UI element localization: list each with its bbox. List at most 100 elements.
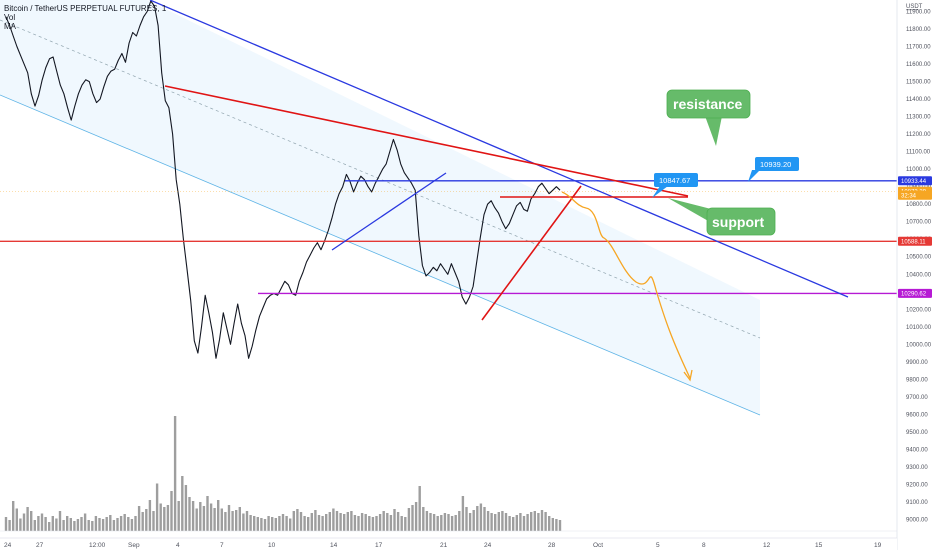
volume-bar: [19, 518, 22, 531]
resistance-callout: [666, 89, 751, 119]
volume-bar: [332, 508, 335, 531]
price-tick-label: 11700.00: [906, 45, 931, 51]
volume-bar: [414, 502, 418, 531]
red-rising-trendline: [481, 185, 582, 321]
volume-bar: [461, 496, 465, 531]
price-tag-10939-text: 10939.20: [760, 160, 791, 169]
volume-bar: [134, 516, 137, 531]
volume-bar: [317, 515, 321, 531]
time-tick-label: 7: [220, 542, 224, 549]
price-tick-label: 10500.00: [906, 255, 932, 261]
volume-bar: [22, 513, 26, 531]
volume-bar: [274, 518, 277, 531]
volume-bar: [429, 513, 432, 531]
time-tick-label: 21: [440, 542, 448, 549]
volume-bar: [44, 517, 47, 531]
symbol-title[interactable]: Bitcoin / TetherUS PERPETUAL FUTURES, 1: [4, 4, 167, 13]
volume-bar: [382, 511, 385, 531]
volume-bar: [368, 516, 371, 531]
volume-bar: [364, 514, 367, 531]
volume-bar: [15, 508, 18, 531]
time-tick-label: 8: [702, 542, 706, 549]
support-callout: [706, 207, 776, 236]
volume-bar: [468, 513, 472, 531]
volume-bar: [130, 519, 134, 531]
volume-bar: [285, 516, 288, 531]
price-tick-label: 9800.00: [906, 377, 928, 383]
axis-price-tag-text: 32:34: [901, 193, 917, 199]
price-axis[interactable]: 11900.00 11800.00 11700.00 11600.00 11500.00…: [896, 0, 932, 550]
axis-price-tag: [898, 288, 932, 298]
volume-bar: [206, 496, 209, 531]
price-tick-label: 9500.00: [906, 430, 928, 436]
volume-bar: [321, 516, 324, 531]
price-tick-label: 9000.00: [906, 518, 928, 524]
volume-bar: [191, 501, 195, 531]
volume-bar: [253, 516, 256, 531]
volume-bar: [307, 517, 310, 531]
volume-bar: [515, 515, 518, 531]
volume-bar: [400, 516, 403, 531]
volume-bar: [91, 521, 94, 531]
volume-bar: [37, 516, 40, 531]
volume-bar: [101, 519, 105, 531]
ma-label[interactable]: MA: [4, 22, 16, 31]
time-tick-label: 4: [176, 542, 180, 549]
time-tick-label: 24: [4, 542, 12, 549]
volume-bar: [224, 512, 227, 531]
volume-bar: [299, 512, 303, 531]
axis-price-tag-text: 10588.11: [901, 239, 926, 245]
volume-bar: [48, 522, 51, 531]
volume-bar: [425, 511, 429, 531]
volume-bar: [141, 512, 144, 531]
volume-bar: [33, 520, 36, 531]
volume-bar: [396, 512, 400, 531]
volume-bar: [555, 519, 558, 531]
volume-bar: [393, 509, 396, 531]
volume-bar: [558, 520, 562, 531]
volume-bar: [98, 518, 101, 531]
price-tick-label: 10000.00: [906, 342, 932, 348]
volume-bar: [350, 511, 353, 531]
blue-rising-trendline: [331, 172, 447, 251]
volume-bar: [454, 515, 457, 531]
price-tick-label: 11500.00: [906, 80, 931, 86]
volume-bar: [26, 507, 29, 531]
volume-bar: [73, 521, 76, 531]
channel-fill: [0, 0, 760, 415]
volume-bar: [8, 520, 11, 531]
price-tick-label: 10100.00: [906, 325, 932, 331]
time-tick-label: Oct: [593, 542, 603, 549]
time-axis[interactable]: 24 27 12:00 Sep 4 7 10 14 17 21 24 28 Oct 5 8 12 15 19: [0, 537, 897, 550]
chart-legend: Bitcoin / TetherUS PERPETUAL FUTURES, 1 …: [4, 4, 166, 31]
volume-bar: [278, 516, 281, 531]
resistance-callout-text: resistance: [673, 96, 742, 112]
price-tick-label: 9700.00: [906, 395, 928, 401]
volume-bar: [62, 520, 65, 531]
volume-bar: [66, 516, 69, 531]
volume-bar: [51, 516, 54, 531]
volume-bar: [217, 500, 220, 531]
callouts-layer[interactable]: resistance support 10939.20 10847.67: [652, 89, 799, 236]
volume-bar: [404, 517, 407, 531]
volume-bar: [537, 513, 540, 531]
volume-bar: [159, 503, 162, 531]
price-tick-label: 11400.00: [906, 97, 931, 103]
volume-bar: [443, 513, 447, 531]
volume-bar: [494, 514, 497, 531]
volume-bar: [479, 503, 483, 531]
price-layer: [5, 0, 561, 359]
price-tick-label: 10700.00: [906, 220, 932, 226]
axis-price-tag: [898, 176, 932, 186]
volume-bar: [40, 513, 44, 531]
volume-bar: [127, 517, 130, 531]
volume-bar: [486, 511, 490, 531]
volume-bar: [181, 476, 184, 531]
time-tick-label: 19: [874, 542, 882, 549]
volume-bar: [386, 513, 389, 531]
volume-bar: [458, 511, 461, 531]
volume-bar: [260, 518, 263, 531]
volume-label[interactable]: Vol: [4, 13, 16, 22]
